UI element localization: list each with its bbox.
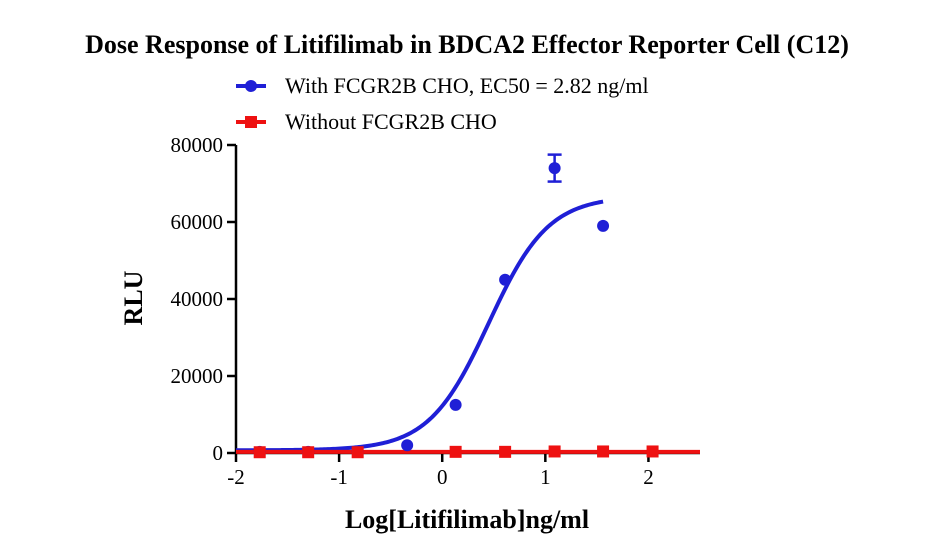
y-axis-label: RLU — [119, 270, 148, 325]
y-tick-label: 80000 — [171, 133, 224, 157]
fit-curve-series-0 — [236, 199, 604, 453]
data-point-series-1 — [548, 445, 561, 458]
data-point-series-1 — [302, 446, 315, 459]
legend: With FCGR2B CHO, EC50 = 2.82 ng/ml Witho… — [236, 73, 649, 134]
x-tick-label: -2 — [227, 465, 245, 489]
data-point-series-0 — [499, 273, 512, 286]
data-point-series-1 — [646, 445, 659, 458]
legend-item-without-fcgr2b: Without FCGR2B CHO — [236, 109, 497, 134]
axes: 0 20000 40000 60000 80000 -2 -1 0 1 2 — [171, 133, 700, 489]
legend-label-without-fcgr2b: Without FCGR2B CHO — [285, 109, 497, 134]
data-point-series-1 — [351, 446, 364, 459]
x-tick-label: 1 — [540, 465, 551, 489]
x-tick-label: 2 — [643, 465, 654, 489]
legend-item-with-fcgr2b: With FCGR2B CHO, EC50 = 2.82 ng/ml — [236, 73, 649, 98]
x-tick-label: 0 — [437, 465, 448, 489]
y-tick-label: 60000 — [171, 210, 224, 234]
data-point-series-1 — [449, 445, 462, 458]
legend-marker-without-fcgr2b — [245, 116, 257, 128]
data-point-series-0 — [597, 219, 610, 232]
data-points — [253, 153, 659, 459]
legend-label-with-fcgr2b: With FCGR2B CHO, EC50 = 2.82 ng/ml — [285, 73, 649, 98]
y-tick-label: 0 — [213, 441, 224, 465]
chart-title: Dose Response of Litifilimab in BDCA2 Ef… — [85, 30, 849, 59]
fit-curves — [236, 199, 700, 454]
legend-marker-with-fcgr2b — [245, 80, 257, 92]
x-axis-label: Log[Litifilimab]ng/ml — [345, 505, 589, 534]
data-point-series-0 — [449, 398, 462, 411]
x-tick-label: -1 — [330, 465, 348, 489]
data-point-series-1 — [253, 446, 266, 459]
data-point-series-0 — [548, 162, 561, 175]
data-point-series-0 — [401, 439, 414, 452]
y-tick-label: 40000 — [171, 287, 224, 311]
data-point-series-1 — [597, 445, 610, 458]
y-tick-label: 20000 — [171, 364, 224, 388]
data-point-series-1 — [499, 445, 512, 458]
